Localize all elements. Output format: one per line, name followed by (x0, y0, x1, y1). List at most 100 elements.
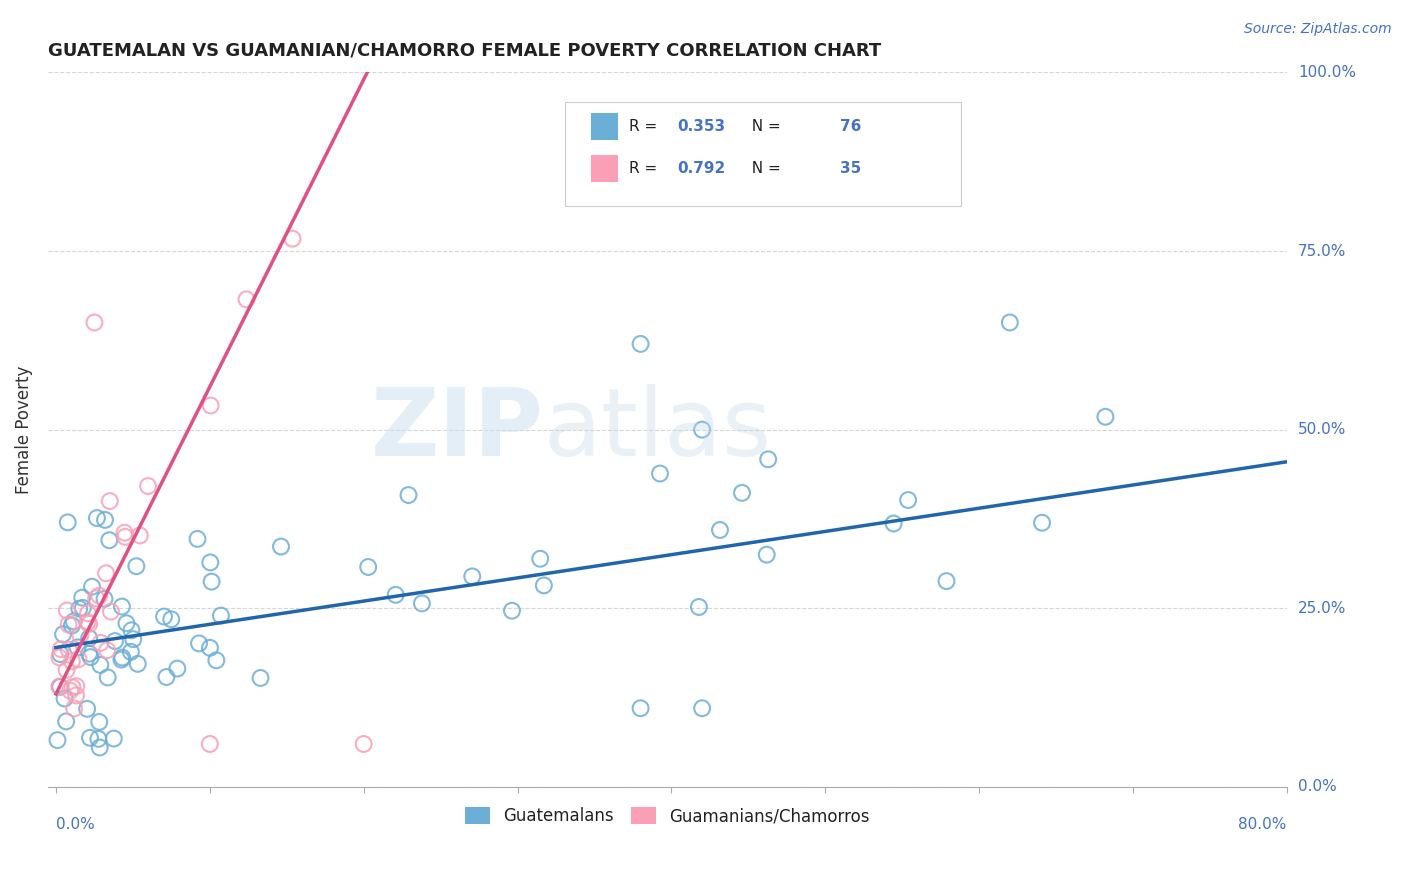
Point (270, 540, 292, 554)
Point (67, 652, 90, 666)
Point (79, 650, 101, 665)
Text: 50.0%: 50.0% (1298, 422, 1346, 437)
Point (104, 634, 127, 648)
Point (690, 701, 713, 715)
Point (60, 654, 83, 668)
Point (89, 657, 111, 672)
Point (120, 645, 142, 659)
Text: 0.0%: 0.0% (1298, 780, 1337, 795)
Text: N =: N = (742, 120, 786, 134)
Point (55, 663, 77, 677)
Point (46, 733, 69, 747)
Point (58, 617, 80, 632)
Point (53, 691, 76, 706)
Point (136, 479, 159, 493)
Point (97, 670, 120, 684)
Text: N =: N = (742, 161, 786, 176)
Point (186, 532, 208, 546)
Point (155, 670, 177, 684)
Text: GUATEMALAN VS GUAMANIAN/CHAMORRO FEMALE POVERTY CORRELATION CHART: GUATEMALAN VS GUAMANIAN/CHAMORRO FEMALE … (48, 42, 882, 60)
Point (198, 737, 221, 751)
Point (86, 511, 108, 525)
Point (533, 578, 555, 592)
Point (411, 596, 433, 610)
Legend: Guatemalans, Guamanians/Chamorros: Guatemalans, Guamanians/Chamorros (458, 801, 876, 832)
Point (883, 516, 905, 531)
Point (89, 589, 111, 603)
Point (55, 714, 77, 729)
Point (630, 337, 652, 351)
Point (209, 608, 232, 623)
Point (58, 642, 80, 657)
Point (69, 628, 91, 642)
Point (235, 293, 257, 307)
Point (398, 488, 420, 502)
Text: 76: 76 (839, 120, 860, 134)
Bar (591, 113, 619, 140)
Point (77, 616, 100, 631)
Bar (591, 154, 619, 182)
Point (188, 636, 211, 650)
Point (249, 671, 271, 685)
Point (94, 513, 117, 527)
Text: Source: ZipAtlas.com: Source: ZipAtlas.com (1244, 22, 1392, 37)
Point (56, 603, 79, 617)
Point (501, 604, 523, 618)
Point (93, 591, 115, 606)
Point (72, 600, 94, 615)
Point (357, 560, 380, 574)
Point (353, 737, 375, 751)
Point (100, 605, 122, 619)
Point (897, 493, 920, 508)
Point (115, 616, 138, 631)
Text: 0.0%: 0.0% (56, 817, 94, 832)
Point (87, 731, 110, 746)
Point (648, 467, 671, 481)
Point (121, 624, 143, 638)
Point (52, 627, 75, 641)
Point (198, 640, 221, 655)
Text: 25.0%: 25.0% (1298, 600, 1346, 615)
Point (66, 640, 89, 655)
Point (935, 574, 957, 588)
Point (90, 636, 112, 650)
Point (76, 702, 98, 716)
Point (59, 683, 82, 698)
Point (114, 530, 136, 544)
Text: 75.0%: 75.0% (1298, 244, 1346, 259)
Point (200, 556, 222, 570)
Point (89, 740, 111, 755)
Point (122, 632, 145, 647)
Point (56, 516, 79, 530)
Text: 80.0%: 80.0% (1239, 817, 1286, 832)
Text: R =: R = (628, 120, 662, 134)
Text: 0.792: 0.792 (678, 161, 725, 176)
Point (111, 599, 134, 614)
Point (65, 689, 87, 703)
Point (1031, 516, 1053, 530)
Point (49, 680, 72, 694)
Point (153, 609, 176, 624)
Y-axis label: Female Poverty: Female Poverty (15, 366, 32, 494)
Point (83, 316, 105, 330)
Point (76, 615, 98, 629)
Point (103, 731, 125, 746)
Point (70, 591, 93, 605)
Point (62, 615, 84, 629)
Point (281, 232, 304, 246)
Text: ZIP: ZIP (371, 384, 544, 475)
Point (690, 423, 713, 437)
Point (755, 548, 778, 562)
Point (60, 680, 83, 694)
Point (688, 599, 710, 614)
Point (63, 701, 86, 715)
Point (127, 657, 149, 671)
Point (461, 569, 484, 583)
Text: 100.0%: 100.0% (1298, 65, 1355, 80)
Point (998, 316, 1021, 330)
Point (114, 525, 136, 540)
Point (200, 574, 222, 589)
Point (79, 731, 101, 745)
Point (709, 523, 731, 537)
Text: 0.353: 0.353 (678, 120, 725, 134)
